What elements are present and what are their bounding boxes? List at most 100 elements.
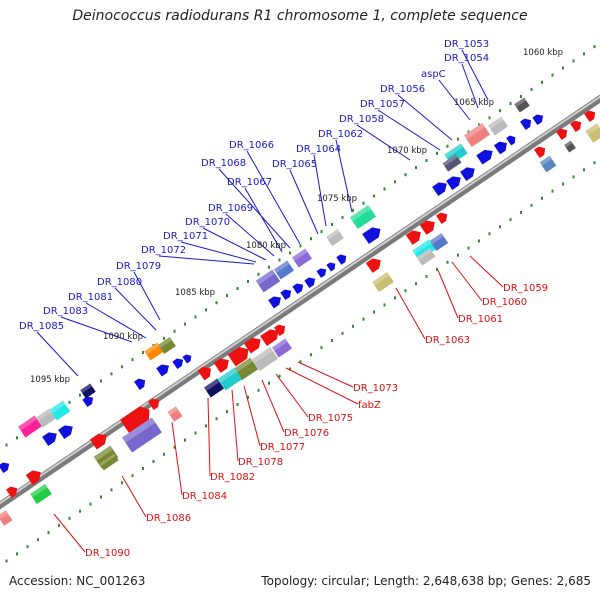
gene-feature[interactable] xyxy=(432,179,450,196)
gene-box[interactable] xyxy=(255,269,281,293)
gene-label-forward[interactable]: DR_1056 xyxy=(380,84,425,95)
gene-feature[interactable] xyxy=(0,460,12,474)
gene-box[interactable] xyxy=(30,483,52,505)
gene-arrow[interactable] xyxy=(172,356,185,370)
gene-box[interactable] xyxy=(272,338,292,358)
gene-feature[interactable] xyxy=(520,116,534,130)
gene-label-reverse[interactable]: DR_1073 xyxy=(353,383,398,394)
gene-feature[interactable] xyxy=(251,347,279,371)
gene-feature[interactable] xyxy=(539,155,557,173)
gene-box[interactable] xyxy=(442,154,462,172)
gene-box[interactable] xyxy=(488,116,508,136)
gene-arrow[interactable] xyxy=(156,361,172,377)
gene-feature[interactable] xyxy=(36,408,56,428)
gene-label-forward[interactable]: DR_1072 xyxy=(141,245,186,256)
gene-arrow[interactable] xyxy=(213,355,232,373)
gene-feature[interactable] xyxy=(144,342,164,361)
gene-box[interactable] xyxy=(0,510,13,526)
gene-label-reverse[interactable]: DR_1060 xyxy=(482,297,527,308)
gene-label-reverse[interactable]: DR_1059 xyxy=(503,283,548,294)
gene-feature[interactable] xyxy=(49,400,71,421)
gene-box[interactable] xyxy=(292,248,312,268)
gene-feature[interactable] xyxy=(260,326,282,347)
gene-arrow[interactable] xyxy=(82,394,95,408)
gene-label-forward[interactable]: DR_1069 xyxy=(208,203,253,214)
gene-feature[interactable] xyxy=(493,139,510,155)
gene-arrow[interactable] xyxy=(292,281,305,295)
gene-arrow[interactable] xyxy=(532,112,545,126)
gene-feature[interactable] xyxy=(255,269,281,293)
gene-arrow[interactable] xyxy=(6,484,20,498)
gene-arrow[interactable] xyxy=(520,116,534,130)
gene-feature[interactable] xyxy=(336,252,348,265)
gene-arrow[interactable] xyxy=(365,255,384,273)
gene-arrow[interactable] xyxy=(506,134,518,146)
gene-label-forward[interactable]: DR_1079 xyxy=(116,261,161,272)
gene-arrow[interactable] xyxy=(58,422,76,439)
gene-label-forward[interactable]: DR_1081 xyxy=(68,292,113,303)
gene-arrow[interactable] xyxy=(405,227,424,245)
gene-box[interactable] xyxy=(274,260,294,280)
gene-box[interactable] xyxy=(204,378,224,398)
gene-feature[interactable] xyxy=(463,123,491,147)
gene-feature[interactable] xyxy=(416,248,436,266)
gene-label-forward[interactable]: DR_1083 xyxy=(43,306,88,317)
gene-feature[interactable] xyxy=(82,394,95,408)
gene-label-reverse[interactable]: DR_1090 xyxy=(85,548,130,559)
gene-feature[interactable] xyxy=(25,467,44,485)
gene-box[interactable] xyxy=(36,408,56,428)
gene-feature[interactable] xyxy=(182,352,193,364)
gene-box[interactable] xyxy=(326,229,344,246)
gene-label-forward[interactable]: DR_1057 xyxy=(360,99,405,110)
gene-feature[interactable] xyxy=(172,356,185,370)
gene-label-reverse[interactable]: fabZ xyxy=(358,400,381,411)
gene-feature[interactable] xyxy=(584,108,598,122)
gene-label-reverse[interactable]: DR_1078 xyxy=(238,457,283,468)
gene-feature[interactable] xyxy=(292,248,312,268)
gene-box[interactable] xyxy=(167,406,183,422)
gene-arrow[interactable] xyxy=(280,287,293,301)
gene-feature[interactable] xyxy=(233,357,259,381)
gene-feature[interactable] xyxy=(442,154,462,172)
gene-feature[interactable] xyxy=(204,378,224,398)
gene-feature[interactable] xyxy=(268,293,284,309)
gene-label-reverse[interactable]: DR_1061 xyxy=(458,314,503,325)
gene-feature[interactable] xyxy=(460,164,478,181)
gene-feature[interactable] xyxy=(304,275,317,289)
gene-feature[interactable] xyxy=(476,146,495,165)
gene-arrow[interactable] xyxy=(260,326,282,347)
gene-feature[interactable] xyxy=(412,239,436,261)
gene-feature[interactable] xyxy=(514,97,530,113)
gene-feature[interactable] xyxy=(372,271,394,293)
gene-feature[interactable] xyxy=(532,112,545,126)
gene-box[interactable] xyxy=(514,97,530,113)
gene-feature[interactable] xyxy=(488,116,508,136)
gene-box[interactable] xyxy=(416,248,436,266)
gene-box[interactable] xyxy=(412,239,436,261)
gene-arrow[interactable] xyxy=(197,364,215,381)
gene-box[interactable] xyxy=(463,123,491,147)
gene-feature[interactable] xyxy=(419,217,438,235)
gene-box[interactable] xyxy=(80,383,96,399)
gene-arrow[interactable] xyxy=(460,164,478,181)
gene-box[interactable] xyxy=(372,271,394,293)
gene-label-forward[interactable]: DR_1062 xyxy=(318,129,363,140)
gene-box[interactable] xyxy=(217,367,243,391)
gene-feature[interactable] xyxy=(158,337,176,354)
gene-arrow[interactable] xyxy=(584,108,598,122)
gene-feature[interactable] xyxy=(18,415,42,438)
gene-feature[interactable] xyxy=(292,281,305,295)
gene-feature[interactable] xyxy=(227,344,252,367)
gene-label-forward[interactable]: DR_1080 xyxy=(97,277,142,288)
gene-label-reverse[interactable]: DR_1076 xyxy=(284,428,329,439)
gene-arrow[interactable] xyxy=(476,146,495,165)
gene-box[interactable] xyxy=(429,233,449,251)
gene-feature[interactable] xyxy=(570,118,584,132)
gene-arrow[interactable] xyxy=(148,396,162,410)
gene-feature[interactable] xyxy=(556,126,570,140)
gene-feature[interactable] xyxy=(349,205,377,229)
gene-box[interactable] xyxy=(233,357,259,381)
gene-feature[interactable] xyxy=(506,134,518,146)
gene-arrow[interactable] xyxy=(0,460,12,474)
gene-arrow[interactable] xyxy=(326,260,337,272)
